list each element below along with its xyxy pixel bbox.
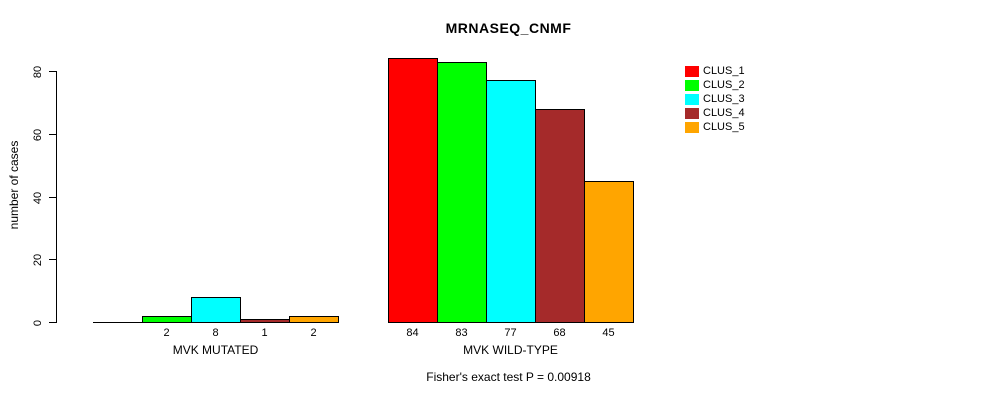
bar-clus_5 [289,316,339,323]
bar-clus_3 [191,297,241,323]
group-label: MVK WILD-TYPE [463,343,558,357]
legend-label: CLUS_1 [703,65,745,77]
bar-value-label: 2 [163,327,170,339]
legend-label: CLUS_4 [703,107,745,119]
y-tick-label: 0 [32,319,44,326]
y-tick [49,134,57,135]
y-tick-label: 60 [32,128,44,141]
legend-label: CLUS_2 [703,79,745,91]
bar-clus_4 [535,109,585,323]
bar-value-label: 8 [212,327,219,339]
bar-value-label: 45 [602,327,615,339]
legend-swatch [685,122,699,133]
bar-value-label: 1 [261,327,268,339]
bar-value-label: 77 [504,327,517,339]
bar-value-label: 2 [310,327,317,339]
y-tick [49,71,57,72]
y-tick [49,322,57,323]
y-tick-label: 40 [32,191,44,204]
bar-value-label: 68 [553,327,566,339]
bar-clus_3 [486,80,536,323]
legend-swatch [685,108,699,119]
chart-title: MRNASEQ_CNMF [445,20,572,36]
y-tick-label: 20 [32,253,44,266]
legend-label: CLUS_3 [703,93,745,105]
y-tick [49,197,57,198]
group-label: MVK MUTATED [172,343,259,357]
bar-value-label: 84 [406,327,419,339]
caption-fishers-test: Fisher's exact test P = 0.00918 [426,370,591,384]
y-tick [49,259,57,260]
bar-value-label: 83 [455,327,468,339]
legend-label: CLUS_5 [703,121,745,133]
bar-clus_4 [240,319,290,323]
legend-swatch [685,80,699,91]
bar-clus_5 [584,181,634,323]
legend-swatch [685,66,699,77]
legend-swatch [685,94,699,105]
bar-clus_1 [388,58,438,323]
bar-clus_2 [142,316,192,323]
y-tick-label: 80 [32,65,44,78]
bar-clus_2 [437,62,487,323]
y-axis-label: number of cases [7,140,21,230]
